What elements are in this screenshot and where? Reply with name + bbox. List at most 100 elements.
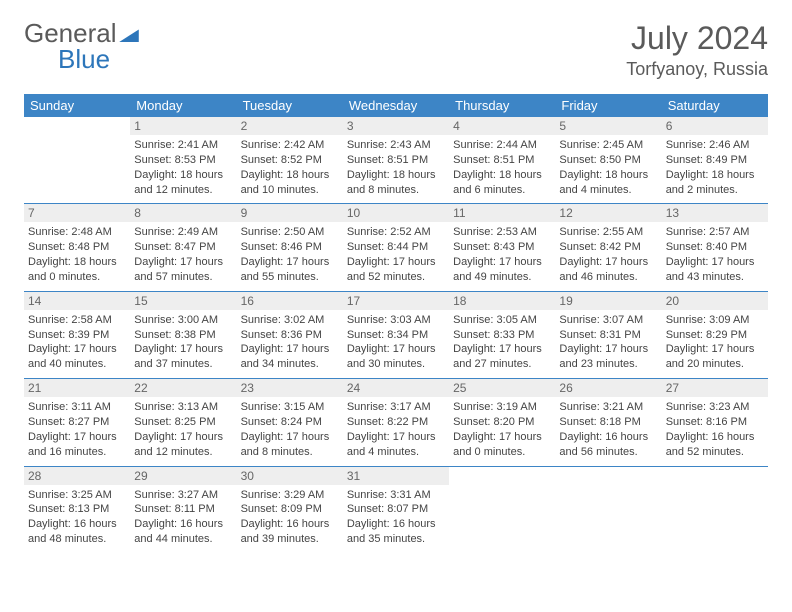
sunset-line: Sunset: 8:09 PM (241, 502, 339, 517)
calendar-cell: 2Sunrise: 2:42 AMSunset: 8:52 PMDaylight… (237, 117, 343, 204)
calendar-cell-empty (449, 466, 555, 553)
sunset-line: Sunset: 8:27 PM (28, 415, 126, 430)
calendar-cell: 4 Sunrise: 2:44 AMSunset: 8:51 PMDaylight… (449, 117, 555, 204)
calendar-row: 14Sunrise: 2:58 AMSunset: 8:39 PMDayligh… (24, 291, 768, 378)
sunrise-line: Sunrise: 3:03 AM (347, 313, 445, 328)
daylight-line: Daylight: 16 hours and 56 minutes. (559, 430, 657, 460)
day-number: 24 (343, 379, 449, 397)
sunset-line: Sunset: 8:48 PM (28, 240, 126, 255)
day-number: 3 (343, 117, 449, 135)
sunrise-line: Sunrise: 3:05 AM (453, 313, 551, 328)
calendar-cell: 8 Sunrise: 2:49 AMSunset: 8:47 PMDaylight… (130, 204, 236, 291)
day-number: 21 (24, 379, 130, 397)
calendar-cell: 25Sunrise: 3:19 AMSunset: 8:20 PMDayligh… (449, 379, 555, 466)
calendar-cell-empty (555, 466, 661, 553)
calendar-cell: 5Sunrise: 2:45 AMSunset: 8:50 PMDaylight… (555, 117, 661, 204)
sunrise-line: Sunrise: 3:29 AM (241, 488, 339, 503)
day-number: 26 (555, 379, 661, 397)
daylight-line: Daylight: 17 hours and 37 minutes. (134, 342, 232, 372)
sunset-line: Sunset: 8:31 PM (559, 328, 657, 343)
sunset-line: Sunset: 8:33 PM (453, 328, 551, 343)
sunset-line: Sunset: 8:50 PM (559, 153, 657, 168)
weekday-header: Monday (130, 94, 236, 117)
sunrise-line: Sunrise: 3:25 AM (28, 488, 126, 503)
daylight-line: Daylight: 17 hours and 0 minutes. (453, 430, 551, 460)
day-number: 9 (237, 204, 343, 222)
daylight-line: Daylight: 17 hours and 55 minutes. (241, 255, 339, 285)
sunrise-line: Sunrise: 3:21 AM (559, 400, 657, 415)
daylight-line: Daylight: 18 hours and 12 minutes. (134, 168, 232, 198)
calendar-cell-empty (24, 117, 130, 204)
daylight-line: Daylight: 18 hours and 0 minutes. (28, 255, 126, 285)
calendar-body: 1Sunrise: 2:41 AMSunset: 8:53 PMDaylight… (24, 117, 768, 553)
calendar-cell: 31Sunrise: 3:31 AMSunset: 8:07 PMDayligh… (343, 466, 449, 553)
daylight-line: Daylight: 17 hours and 49 minutes. (453, 255, 551, 285)
day-number: 19 (555, 292, 661, 310)
sunset-line: Sunset: 8:24 PM (241, 415, 339, 430)
sunset-line: Sunset: 8:42 PM (559, 240, 657, 255)
sunrise-line: Sunrise: 3:09 AM (666, 313, 764, 328)
daylight-line: Daylight: 17 hours and 12 minutes. (134, 430, 232, 460)
header: GeneralBlue July 2024 Torfyanoy, Russia (24, 20, 768, 80)
sunset-line: Sunset: 8:34 PM (347, 328, 445, 343)
calendar-cell: 15Sunrise: 3:00 AMSunset: 8:38 PMDayligh… (130, 291, 236, 378)
day-number: 4 (449, 117, 555, 135)
sunrise-line: Sunrise: 3:15 AM (241, 400, 339, 415)
sunset-line: Sunset: 8:51 PM (453, 153, 551, 168)
calendar-cell: 11Sunrise: 2:53 AMSunset: 8:43 PMDayligh… (449, 204, 555, 291)
sunrise-line: Sunrise: 2:52 AM (347, 225, 445, 240)
daylight-line: Daylight: 16 hours and 52 minutes. (666, 430, 764, 460)
daylight-line: Daylight: 17 hours and 27 minutes. (453, 342, 551, 372)
sunset-line: Sunset: 8:49 PM (666, 153, 764, 168)
sunset-line: Sunset: 8:18 PM (559, 415, 657, 430)
sunset-line: Sunset: 8:36 PM (241, 328, 339, 343)
sunrise-line: Sunrise: 2:53 AM (453, 225, 551, 240)
calendar-cell: 28Sunrise: 3:25 AMSunset: 8:13 PMDayligh… (24, 466, 130, 553)
calendar-cell: 30Sunrise: 3:29 AMSunset: 8:09 PMDayligh… (237, 466, 343, 553)
sunset-line: Sunset: 8:47 PM (134, 240, 232, 255)
sunset-line: Sunset: 8:07 PM (347, 502, 445, 517)
sunrise-line: Sunrise: 3:11 AM (28, 400, 126, 415)
daylight-line: Daylight: 17 hours and 52 minutes. (347, 255, 445, 285)
calendar-cell: 27Sunrise: 3:23 AMSunset: 8:16 PMDayligh… (662, 379, 768, 466)
day-number: 11 (449, 204, 555, 222)
calendar-cell: 20Sunrise: 3:09 AMSunset: 8:29 PMDayligh… (662, 291, 768, 378)
day-number: 16 (237, 292, 343, 310)
daylight-line: Daylight: 17 hours and 46 minutes. (559, 255, 657, 285)
day-number: 1 (130, 117, 236, 135)
sunset-line: Sunset: 8:20 PM (453, 415, 551, 430)
sunrise-line: Sunrise: 2:58 AM (28, 313, 126, 328)
calendar-cell: 22Sunrise: 3:13 AMSunset: 8:25 PMDayligh… (130, 379, 236, 466)
day-number: 15 (130, 292, 236, 310)
sunset-line: Sunset: 8:29 PM (666, 328, 764, 343)
day-number: 27 (662, 379, 768, 397)
sunset-line: Sunset: 8:44 PM (347, 240, 445, 255)
day-number: 23 (237, 379, 343, 397)
calendar-cell: 12Sunrise: 2:55 AMSunset: 8:42 PMDayligh… (555, 204, 661, 291)
day-number: 8 (130, 204, 236, 222)
calendar-cell: 14Sunrise: 2:58 AMSunset: 8:39 PMDayligh… (24, 291, 130, 378)
day-number: 10 (343, 204, 449, 222)
sunrise-line: Sunrise: 2:46 AM (666, 138, 764, 153)
calendar-cell: 1Sunrise: 2:41 AMSunset: 8:53 PMDaylight… (130, 117, 236, 204)
calendar-cell: 6Sunrise: 2:46 AMSunset: 8:49 PMDaylight… (662, 117, 768, 204)
sunrise-line: Sunrise: 3:27 AM (134, 488, 232, 503)
logo: GeneralBlue (24, 20, 139, 72)
sunrise-line: Sunrise: 2:50 AM (241, 225, 339, 240)
sunset-line: Sunset: 8:40 PM (666, 240, 764, 255)
daylight-line: Daylight: 18 hours and 6 minutes. (453, 168, 551, 198)
day-number: 17 (343, 292, 449, 310)
daylight-line: Daylight: 17 hours and 57 minutes. (134, 255, 232, 285)
calendar-row: 1Sunrise: 2:41 AMSunset: 8:53 PMDaylight… (24, 117, 768, 204)
day-number: 28 (24, 467, 130, 485)
sunrise-line: Sunrise: 2:42 AM (241, 138, 339, 153)
day-number: 31 (343, 467, 449, 485)
sunset-line: Sunset: 8:16 PM (666, 415, 764, 430)
sunrise-line: Sunrise: 2:49 AM (134, 225, 232, 240)
daylight-line: Daylight: 16 hours and 48 minutes. (28, 517, 126, 547)
sunrise-line: Sunrise: 2:43 AM (347, 138, 445, 153)
daylight-line: Daylight: 18 hours and 10 minutes. (241, 168, 339, 198)
sunrise-line: Sunrise: 2:44 AM (453, 138, 551, 153)
month-title: July 2024 (626, 20, 768, 57)
calendar-cell: 19Sunrise: 3:07 AMSunset: 8:31 PMDayligh… (555, 291, 661, 378)
